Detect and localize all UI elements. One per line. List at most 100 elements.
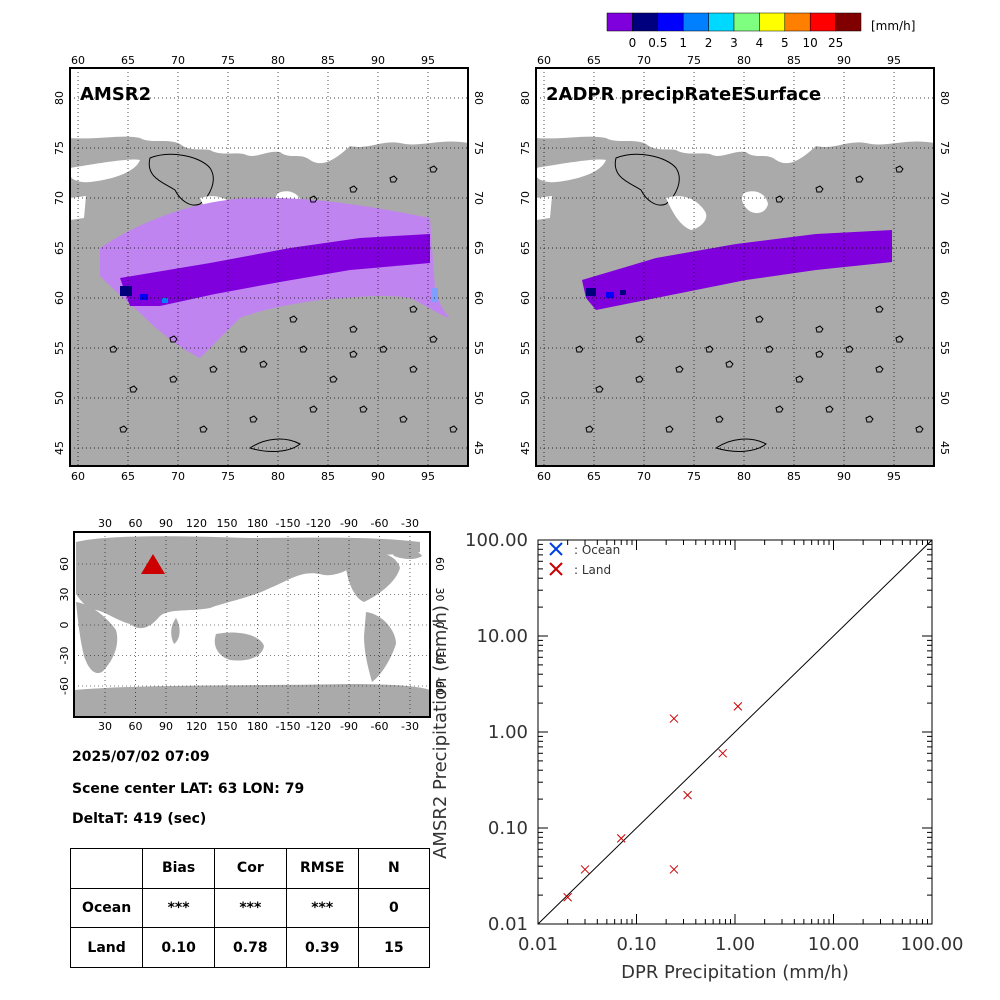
arctic-ocean <box>536 68 934 164</box>
lon-tick-label: -150 <box>276 720 301 733</box>
scatter-plot: 0.01 0.10 1.00 10.00 100.00 0.01 0.10 1.00 10.0… <box>430 530 963 983</box>
scene-location-marker <box>141 554 165 574</box>
header-cell: Cor <box>213 848 287 889</box>
dpr-precip-swath <box>582 230 892 310</box>
lake-outline <box>635 335 644 343</box>
lon-tick-label: 80 <box>737 54 751 67</box>
lake-outline <box>825 405 834 413</box>
lake-outline <box>815 185 824 193</box>
lon-tick-label: 70 <box>171 470 185 483</box>
lake-outline <box>379 345 388 353</box>
lake-outline <box>309 195 318 203</box>
lon-tick-label: -90 <box>340 720 358 733</box>
lake-outline <box>725 360 734 368</box>
colorbar-unit: [mm/h] <box>871 19 915 33</box>
lat-tick-label: 60 <box>433 557 446 571</box>
lake-outline <box>775 195 784 203</box>
colorbar-tick-label: 5 <box>781 36 789 50</box>
lon-tick-label: 65 <box>121 54 135 67</box>
colorbar-swatch <box>835 12 862 32</box>
lat-tick-label: 60 <box>58 557 71 571</box>
colorbar-tick-label: 25 <box>828 36 843 50</box>
lat-tick-label: 50 <box>53 391 66 405</box>
map-title: AMSR2 <box>80 84 151 105</box>
x-tick-label: 0.01 <box>518 934 558 955</box>
lat-tick-label: 80 <box>53 91 66 105</box>
lon-tick-label: -60 <box>371 720 389 733</box>
ob-bay <box>741 191 768 214</box>
table-cell: *** <box>142 887 215 929</box>
lake-outline <box>595 385 604 393</box>
legend-label: : Land <box>574 563 611 577</box>
lat-tick-label: 60 <box>519 291 532 305</box>
lon-tick-label: 90 <box>371 54 385 67</box>
lake-outline <box>349 350 358 358</box>
lat-tick-label: 60 <box>472 291 485 305</box>
lat-tick-label: 70 <box>53 191 66 205</box>
colorbar-swatch <box>682 12 709 32</box>
lon-tick-label: 60 <box>129 720 143 733</box>
lat-tick-label: 75 <box>472 141 485 155</box>
lat-tick-label: 65 <box>519 241 532 255</box>
lat-tick-label: -60 <box>58 677 71 695</box>
lat-tick-label: 50 <box>472 391 485 405</box>
lon-tick-label: 70 <box>637 54 651 67</box>
lon-tick-label: 65 <box>121 470 135 483</box>
lon-tick-label: -150 <box>276 517 301 530</box>
lat-tick-label: 45 <box>472 441 485 455</box>
lon-tick-label: 90 <box>837 470 851 483</box>
data-point <box>669 714 679 723</box>
arctic-ocean <box>70 68 468 164</box>
lake-outline <box>575 345 584 353</box>
lon-tick-label: 80 <box>271 470 285 483</box>
lake-outline <box>409 305 418 313</box>
lake-outline <box>359 405 368 413</box>
lon-tick-label: -120 <box>306 517 331 530</box>
colorbar-swatch <box>632 12 659 32</box>
statistics-table: Bias Cor RMSE N Ocean *** *** *** 0 Land… <box>69 848 431 968</box>
lon-tick-label: 95 <box>421 54 435 67</box>
lake-outline <box>635 375 644 383</box>
colorbar-tick-label: 0.5 <box>648 36 667 50</box>
lat-tick-label: -30 <box>433 647 446 665</box>
lon-tick-label: 180 <box>247 720 268 733</box>
lon-tick-label: 60 <box>537 54 551 67</box>
lake-outline <box>755 315 764 323</box>
novaya-zemlya <box>614 153 680 206</box>
colorbar-tick-label: 4 <box>756 36 764 50</box>
lon-tick-label: 85 <box>321 470 335 483</box>
lat-tick-label: 0 <box>58 622 71 629</box>
y-axis-label: AMSR2 Precipitation (mm/h) <box>430 605 451 859</box>
colorbar-swatch <box>759 12 786 32</box>
lon-tick-label: 180 <box>247 517 268 530</box>
lake-outline <box>795 375 804 383</box>
table-row: Land 0.10 0.78 0.39 15 <box>69 927 431 968</box>
lake-outline <box>449 425 458 433</box>
lon-tick-label: 70 <box>171 54 185 67</box>
lake-outline <box>705 345 714 353</box>
lat-tick-label: 30 <box>58 588 71 602</box>
table-cell: *** <box>213 887 287 929</box>
lake-outline <box>845 345 854 353</box>
y-tick-label: 1.00 <box>488 722 528 743</box>
lat-tick-label: -30 <box>58 647 71 665</box>
lake-outline <box>409 365 418 373</box>
scene-datetime: 2025/07/02 07:09 <box>72 749 210 765</box>
lat-tick-label: -60 <box>433 677 446 695</box>
lake-outline <box>855 175 864 183</box>
lon-tick-label: 60 <box>537 470 551 483</box>
lake-outline <box>429 165 438 173</box>
lake-outline <box>289 315 298 323</box>
lat-tick-label: 75 <box>938 141 951 155</box>
colorbar-tick-label: 0 <box>629 36 637 50</box>
lake-outline <box>585 425 594 433</box>
lake-outline <box>399 415 408 423</box>
lon-tick-label: 120 <box>186 720 207 733</box>
lon-tick-label: 95 <box>887 470 901 483</box>
lake-outline <box>765 345 774 353</box>
row-label: Ocean <box>69 887 144 929</box>
lon-tick-label: 60 <box>71 470 85 483</box>
lake-outline <box>815 350 824 358</box>
lon-tick-label: 120 <box>186 517 207 530</box>
lat-tick-label: 75 <box>53 141 66 155</box>
